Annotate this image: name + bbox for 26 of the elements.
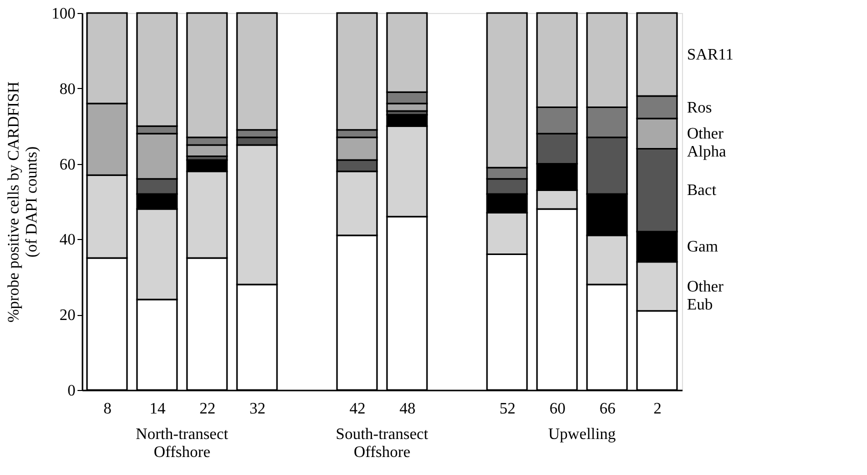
x-tick-label: 66 [600, 400, 616, 418]
y-axis-title: %probe positive cells by CARDFISH (of DAPI counts) [6, 81, 40, 322]
y-tick-label: 100 [52, 6, 76, 22]
y-tick-label: 80 [60, 80, 76, 98]
x-tick-label: 42 [350, 400, 366, 418]
x-tick-label: 32 [250, 400, 266, 418]
series-label: Bact [687, 182, 717, 200]
y-tick-label: 40 [60, 232, 76, 249]
x-tick-label: 52 [500, 400, 516, 418]
x-tick-label: 48 [400, 400, 416, 418]
text: North-transect Offshore [136, 426, 229, 461]
x-tick-label: 8 [104, 400, 112, 418]
series-label: SAR11 [687, 46, 734, 64]
x-tick-label: 2 [654, 400, 662, 418]
text: South-transect Offshore [336, 426, 429, 461]
x-tick-label: 14 [150, 400, 166, 418]
x-tick-label: 60 [550, 400, 566, 418]
x-tick-label: 22 [200, 400, 216, 418]
series-label: Ros [687, 99, 712, 116]
series-label: Other Eub [687, 278, 724, 314]
text: Upwelling [548, 426, 616, 443]
y-tick-label: 60 [60, 156, 76, 174]
y-tick-label: 20 [60, 307, 76, 324]
y-tick-label: 0 [68, 382, 76, 400]
series-label: Other Alpha [687, 126, 726, 161]
series-label: Gam [687, 238, 719, 256]
